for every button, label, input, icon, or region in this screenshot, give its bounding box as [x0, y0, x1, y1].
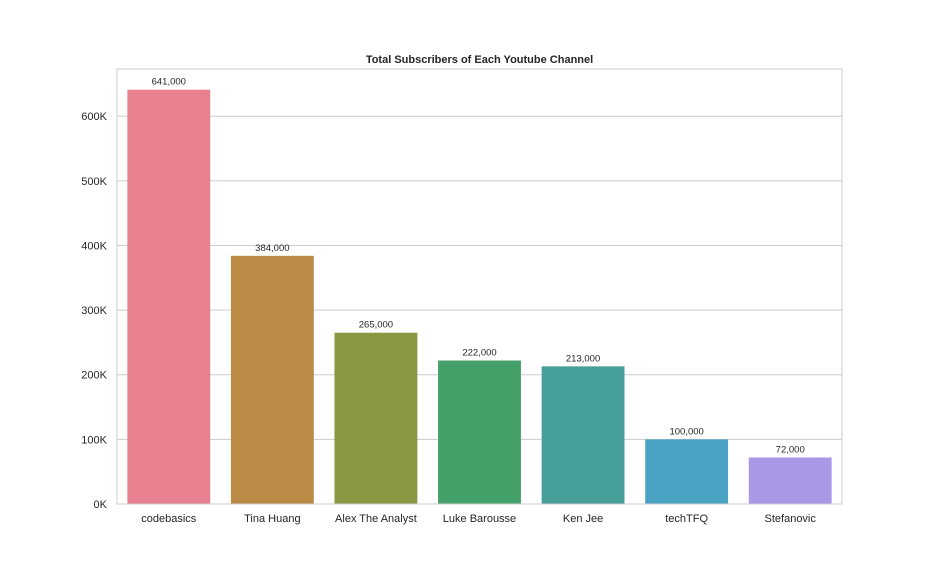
bar-stefanovic [748, 457, 832, 504]
x-tick-label: codebasics [141, 513, 197, 525]
plot-frame [116, 68, 843, 505]
chart-title: Total Subscribers of Each Youtube Channe… [366, 54, 593, 66]
y-tick-label: 0K [94, 499, 108, 511]
y-tick-label: 300K [81, 305, 107, 317]
x-tick-label: techTFQ [665, 513, 708, 525]
bar-codebasics [127, 89, 211, 504]
bar-luke-barousse [438, 360, 521, 504]
x-tick-label: Luke Barousse [443, 513, 516, 525]
y-tick-label: 500K [81, 176, 107, 188]
bar-value-label: 100,000 [669, 426, 703, 437]
x-axis-ticks: codebasics Tina Huang Alex The Analyst Luke… [141, 513, 816, 525]
bar-techtfq [645, 439, 729, 504]
bar-value-label: 72,000 [776, 444, 805, 455]
y-tick-label: 100K [81, 434, 107, 446]
y-tick-label: 600K [81, 111, 107, 123]
y-axis-ticks: 0K 100K 200K 300K 400K 500K 600K [81, 111, 107, 511]
bar-value-label: 641,000 [152, 77, 186, 88]
bar-value-label: 213,000 [566, 353, 600, 364]
bar-tina-huang [230, 255, 314, 504]
bar-value-label: 265,000 [359, 320, 393, 331]
bar-ken-jee [541, 366, 625, 504]
bars [127, 89, 832, 504]
data-labels: 641,000 384,000 265,000 222,000 213,000 100,0… [152, 77, 805, 456]
bar-value-label: 384,000 [255, 243, 289, 254]
x-tick-label: Ken Jee [563, 513, 603, 525]
x-tick-label: Stefanovic [765, 513, 817, 525]
y-tick-label: 400K [81, 240, 107, 252]
x-tick-label: Alex The Analyst [335, 513, 417, 525]
bar-alex-the-analyst [334, 332, 418, 504]
x-tick-label: Tina Huang [244, 513, 300, 525]
bar-value-label: 222,000 [462, 348, 496, 359]
y-tick-label: 200K [81, 370, 107, 382]
